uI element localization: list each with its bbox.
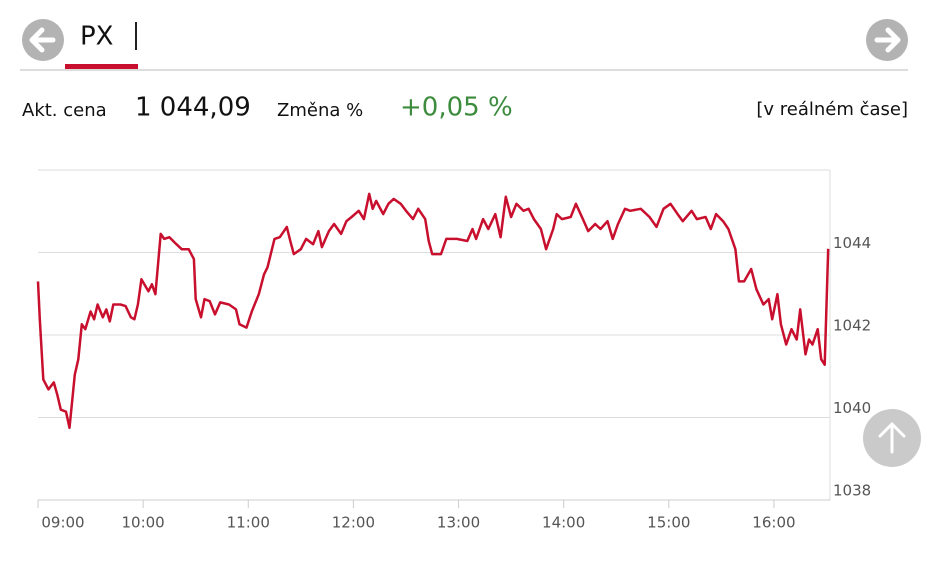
change: +0,05 %	[400, 93, 513, 123]
index-title: PX	[80, 22, 114, 52]
realtime-label: [v reálném čase]	[756, 99, 908, 120]
x-tick-label: 15:00	[647, 514, 690, 532]
price-line	[36, 192, 830, 430]
price: 1 044,09	[135, 93, 251, 123]
forward-button[interactable]	[866, 19, 908, 61]
x-tick-label: 12:00	[332, 514, 375, 532]
active-tab-underline	[65, 64, 138, 69]
y-tick-label: 1044	[833, 234, 871, 252]
x-tick-label: 11:00	[227, 514, 270, 532]
x-tick-label: 10:00	[122, 514, 165, 532]
x-tick-label: 13:00	[437, 514, 480, 532]
y-tick-label: 1038	[833, 482, 871, 500]
x-tick-label: 14:00	[542, 514, 585, 532]
back-button[interactable]	[22, 19, 64, 61]
change-label: Změna %	[277, 100, 363, 121]
x-tick-label: 16:00	[752, 514, 795, 532]
price-label: Akt. cena	[22, 100, 107, 121]
scroll-top-button[interactable]	[863, 409, 921, 467]
plot: 1038 1040 1042 1044 09:00 10:00 11:00 12:00 13:0…	[36, 169, 871, 532]
x-tick-label: 09:00	[41, 514, 84, 532]
y-tick-label: 1040	[833, 399, 871, 417]
y-tick-label: 1042	[833, 317, 871, 335]
